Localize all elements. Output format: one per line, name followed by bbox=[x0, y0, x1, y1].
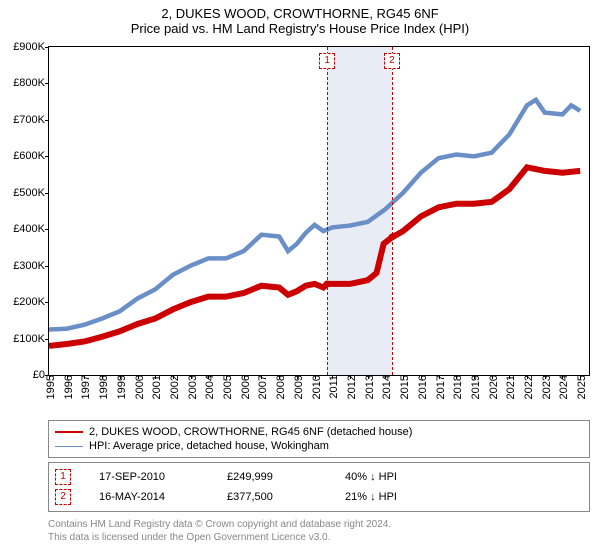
series-price_paid bbox=[49, 167, 580, 346]
x-tick-label: 2018 bbox=[448, 375, 464, 399]
transaction-date: 17-SEP-2010 bbox=[99, 471, 199, 483]
y-tick-label: £900K bbox=[13, 41, 49, 53]
x-tick-label: 2019 bbox=[466, 375, 482, 399]
y-tick-label: £400K bbox=[13, 223, 49, 235]
footnote-line-2: This data is licensed under the Open Gov… bbox=[48, 531, 590, 544]
x-tick-label: 2009 bbox=[289, 375, 305, 399]
legend-row: 2, DUKES WOOD, CROWTHORNE, RG45 6NF (det… bbox=[55, 425, 583, 439]
sale-marker-box: 1 bbox=[319, 53, 335, 69]
title-subtitle: Price paid vs. HM Land Registry's House … bbox=[0, 21, 600, 36]
y-tick-label: £200K bbox=[13, 296, 49, 308]
legend: 2, DUKES WOOD, CROWTHORNE, RG45 6NF (det… bbox=[48, 420, 590, 458]
x-tick-label: 2003 bbox=[183, 375, 199, 399]
x-tick-label: 2022 bbox=[519, 375, 535, 399]
y-tick-label: £800K bbox=[13, 77, 49, 89]
x-tick-label: 1996 bbox=[59, 375, 75, 399]
x-tick-label: 2020 bbox=[484, 375, 500, 399]
y-tick-label: £700K bbox=[13, 114, 49, 126]
x-tick-label: 2010 bbox=[307, 375, 323, 399]
footnote: Contains HM Land Registry data © Crown c… bbox=[48, 518, 590, 544]
x-tick-label: 2006 bbox=[236, 375, 252, 399]
legend-label: HPI: Average price, detached house, Woki… bbox=[89, 440, 329, 452]
x-tick-label: 2008 bbox=[271, 375, 287, 399]
sale-point bbox=[324, 280, 331, 287]
transaction-row: 1 17-SEP-2010 £249,999 40% ↓ HPI bbox=[55, 467, 583, 487]
x-tick-label: 2016 bbox=[413, 375, 429, 399]
transaction-price: £377,500 bbox=[227, 491, 317, 503]
transaction-hpi: 40% ↓ HPI bbox=[345, 471, 397, 483]
x-tick-label: 1997 bbox=[76, 375, 92, 399]
transaction-price: £249,999 bbox=[227, 471, 317, 483]
x-tick-label: 2007 bbox=[253, 375, 269, 399]
sale-marker-line bbox=[327, 47, 328, 375]
x-tick-label: 2025 bbox=[572, 375, 588, 399]
legend-label: 2, DUKES WOOD, CROWTHORNE, RG45 6NF (det… bbox=[89, 426, 412, 438]
legend-swatch bbox=[55, 431, 83, 433]
x-tick-label: 1995 bbox=[41, 375, 57, 399]
sale-marker-box: 2 bbox=[384, 53, 400, 69]
x-tick-label: 2023 bbox=[537, 375, 553, 399]
transaction-date: 16-MAY-2014 bbox=[99, 491, 199, 503]
series-hpi bbox=[49, 100, 580, 330]
x-tick-label: 2012 bbox=[342, 375, 358, 399]
legend-swatch bbox=[55, 446, 83, 447]
x-tick-label: 2005 bbox=[218, 375, 234, 399]
y-tick-label: £600K bbox=[13, 150, 49, 162]
transaction-row: 2 16-MAY-2014 £377,500 21% ↓ HPI bbox=[55, 487, 583, 507]
x-tick-label: 2014 bbox=[377, 375, 393, 399]
x-tick-label: 1998 bbox=[94, 375, 110, 399]
x-tick-label: 1999 bbox=[112, 375, 128, 399]
transaction-marker: 2 bbox=[55, 489, 71, 505]
title-address: 2, DUKES WOOD, CROWTHORNE, RG45 6NF bbox=[0, 6, 600, 21]
x-tick-label: 2017 bbox=[431, 375, 447, 399]
x-tick-label: 2024 bbox=[554, 375, 570, 399]
y-tick-label: £100K bbox=[13, 333, 49, 345]
legend-row: HPI: Average price, detached house, Woki… bbox=[55, 439, 583, 453]
transaction-hpi: 21% ↓ HPI bbox=[345, 491, 397, 503]
y-tick-label: £300K bbox=[13, 260, 49, 272]
x-tick-label: 2013 bbox=[360, 375, 376, 399]
chart: £0£100K£200K£300K£400K£500K£600K£700K£80… bbox=[48, 46, 590, 376]
x-tick-label: 2021 bbox=[501, 375, 517, 399]
sale-marker-line bbox=[392, 47, 393, 375]
x-tick-label: 2000 bbox=[130, 375, 146, 399]
footnote-line-1: Contains HM Land Registry data © Crown c… bbox=[48, 518, 590, 531]
x-tick-label: 2011 bbox=[324, 375, 340, 399]
y-tick-label: £500K bbox=[13, 187, 49, 199]
x-tick-label: 2015 bbox=[395, 375, 411, 399]
x-tick-label: 2004 bbox=[200, 375, 216, 399]
transaction-marker: 1 bbox=[55, 469, 71, 485]
transactions-table: 1 17-SEP-2010 £249,999 40% ↓ HPI 2 16-MAY-201… bbox=[48, 462, 590, 512]
x-tick-label: 2002 bbox=[165, 375, 181, 399]
x-tick-label: 2001 bbox=[147, 375, 163, 399]
sale-point bbox=[388, 234, 395, 241]
